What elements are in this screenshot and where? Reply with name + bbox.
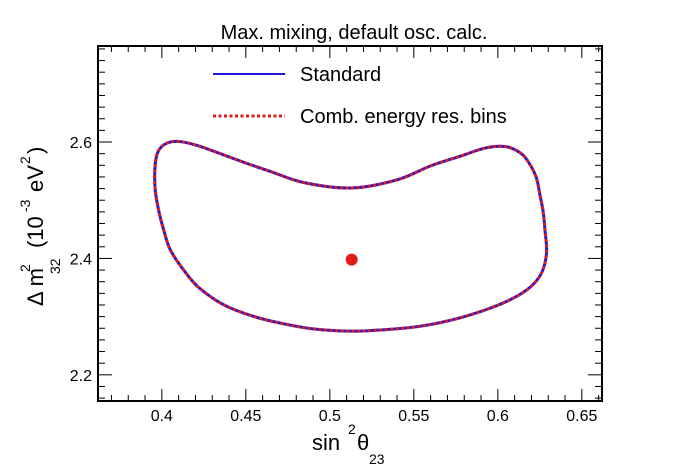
y-tick-label: 2.2 (70, 368, 92, 385)
y-axis-title-unit-mid: eV (23, 165, 48, 192)
x-tick-labels: 0.4 0.45 0.5 0.55 0.6 0.65 (151, 408, 598, 425)
x-tick-label: 0.65 (566, 408, 597, 425)
y-axis-title: Δ m 2 32 (10 -3 eV 2 ) (17, 147, 63, 306)
y-axis-title-unit-open: (10 (23, 216, 48, 248)
y-axis-title-sub: 32 (47, 258, 63, 274)
legend-label-standard: Standard (300, 64, 381, 86)
y-axis-title-unit-close: ) (23, 147, 48, 154)
x-axis-title-base: sin (312, 430, 340, 455)
y-axis-title-prefix: Δ m (23, 268, 48, 306)
chart-title: Max. mixing, default osc. calc. (221, 22, 488, 44)
x-axis-title-sup: 2 (348, 421, 356, 437)
series-line-standard (153, 139, 549, 333)
legend-label-comb: Comb. energy res. bins (300, 106, 507, 128)
x-tick-label: 0.45 (230, 408, 261, 425)
x-axis-title-sub: 23 (369, 451, 385, 467)
points-layer (345, 253, 358, 266)
y-tick-label: 2.6 (70, 135, 92, 152)
x-axis-title-symbol: θ (357, 430, 369, 455)
series-layer (153, 139, 549, 333)
x-tick-label: 0.4 (151, 408, 173, 425)
legend: Standard Comb. energy res. bins (213, 64, 507, 128)
x-tick-label: 0.55 (398, 408, 429, 425)
y-axis-title-unit-exp: -3 (17, 199, 33, 212)
series-line-comb-energy-res-bins (153, 139, 549, 333)
y-axis-title-unit-sup: 2 (17, 156, 33, 164)
x-tick-label: 0.5 (319, 408, 341, 425)
y-tick-label: 2.4 (70, 251, 92, 268)
best-fit-point (345, 253, 358, 266)
tick-marks (98, 46, 602, 401)
x-axis-title: sin 2 θ 23 (312, 421, 385, 467)
y-axis-title-sup: 2 (17, 264, 33, 272)
plot-frame (97, 45, 603, 402)
y-tick-labels: 2.2 2.4 2.6 (70, 135, 92, 385)
x-tick-label: 0.6 (487, 408, 509, 425)
